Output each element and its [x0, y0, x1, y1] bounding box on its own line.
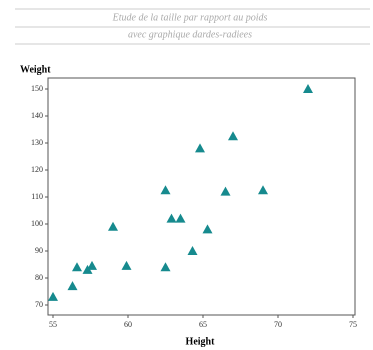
- point: [72, 262, 82, 272]
- point: [228, 131, 238, 141]
- chart-subtitle: avec graphique dardes-radiees: [128, 29, 252, 40]
- plot-frame: [47, 77, 356, 316]
- y-tick-label: 140: [31, 111, 43, 120]
- x-tick-label: 55: [49, 320, 57, 329]
- x-tick-label: 65: [199, 320, 207, 329]
- x-tick-label: 75: [349, 320, 357, 329]
- y-axis-label: Weight: [20, 64, 51, 75]
- y-tick-label: 100: [31, 219, 43, 228]
- point: [87, 260, 97, 270]
- chart-title: Etude de la taille par rapport au poids: [112, 12, 268, 23]
- point: [48, 291, 58, 301]
- point: [187, 246, 198, 255]
- point: [166, 213, 177, 223]
- point: [121, 260, 132, 270]
- y-tick-label: 130: [31, 138, 43, 147]
- point: [202, 224, 213, 234]
- point: [108, 221, 118, 231]
- point: [303, 84, 313, 93]
- point: [195, 143, 205, 153]
- point: [258, 185, 268, 195]
- point: [160, 262, 171, 272]
- y-tick-label: 110: [31, 192, 43, 201]
- point: [67, 281, 78, 291]
- y-tick-label: 120: [31, 165, 43, 174]
- y-tick-label: 80: [35, 273, 43, 282]
- point: [175, 213, 186, 223]
- x-axis-label: Height: [186, 336, 216, 347]
- y-tick-label: 150: [31, 84, 43, 93]
- y-tick-label: 90: [35, 246, 43, 255]
- y-tick-label: 70: [35, 300, 43, 309]
- point: [220, 186, 231, 196]
- point: [160, 185, 171, 195]
- x-tick-label: 70: [274, 320, 282, 329]
- x-tick-label: 60: [124, 320, 132, 329]
